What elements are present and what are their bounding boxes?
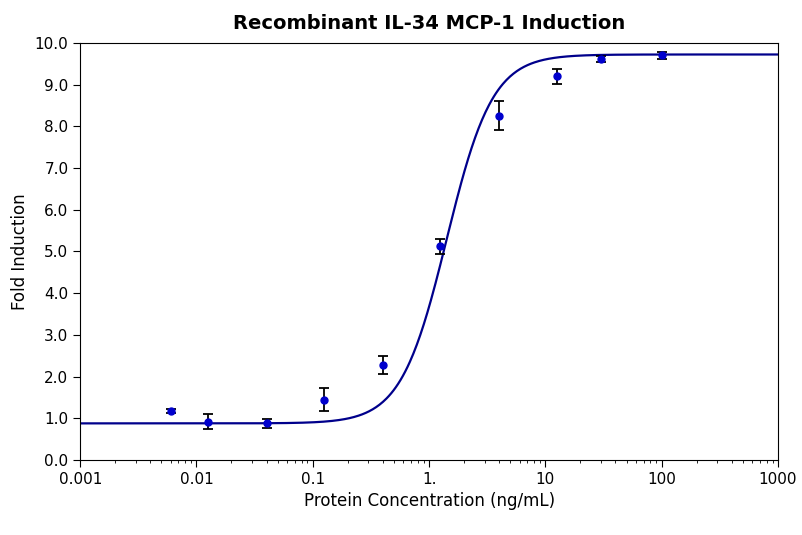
Title: Recombinant IL-34 MCP-1 Induction: Recombinant IL-34 MCP-1 Induction	[233, 14, 626, 33]
X-axis label: Protein Concentration (ng/mL): Protein Concentration (ng/mL)	[303, 492, 555, 510]
Y-axis label: Fold Induction: Fold Induction	[11, 193, 29, 310]
